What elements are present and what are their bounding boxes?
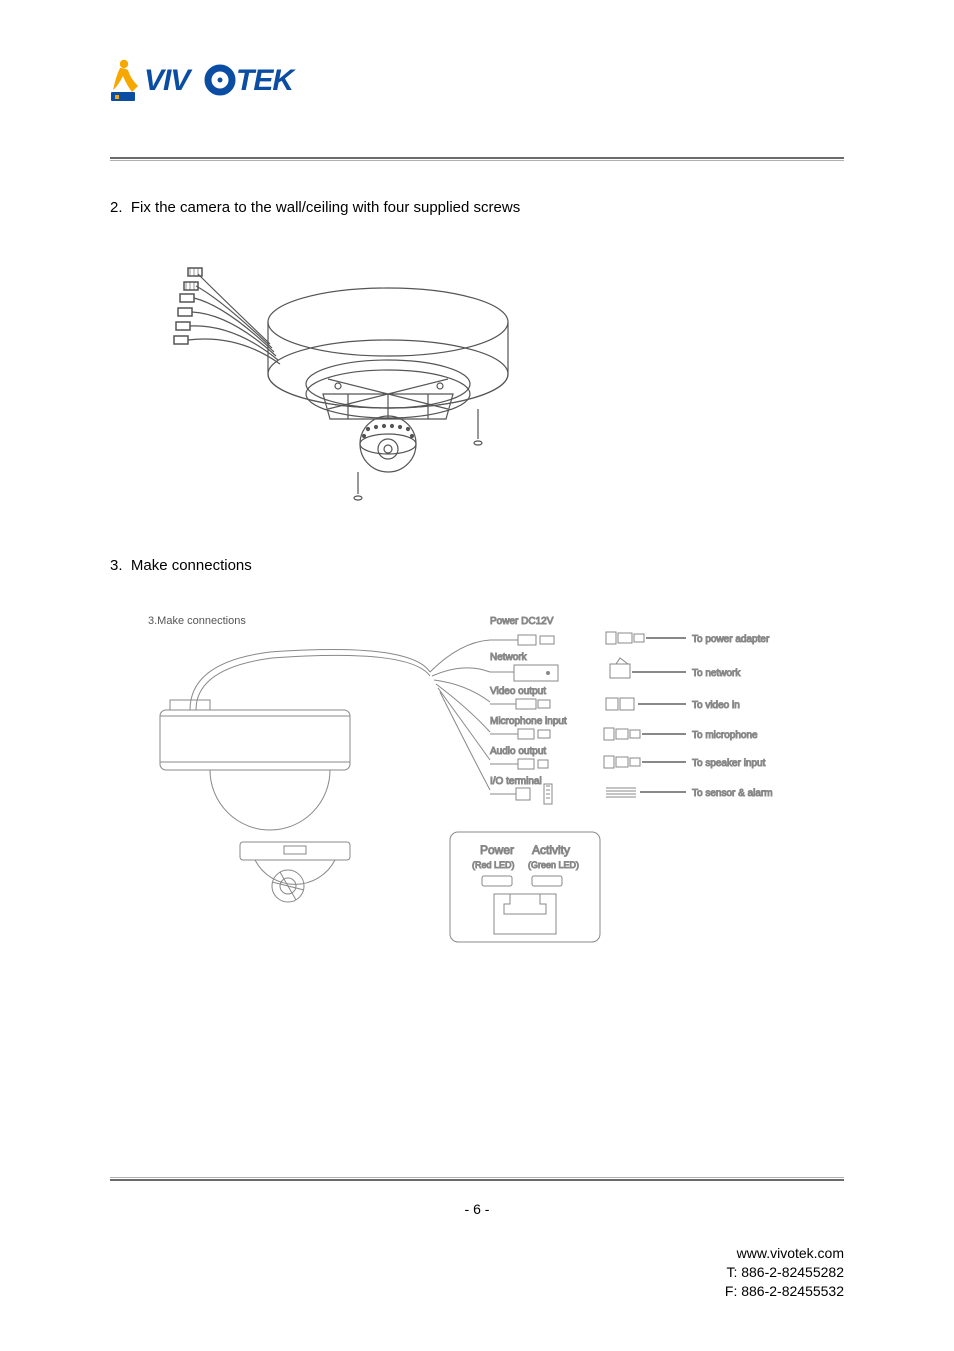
figure-connections: 3.Make connections xyxy=(120,602,844,977)
footer-fax: F: 886-2-82455532 xyxy=(725,1282,844,1301)
diagram-title: 3.Make connections xyxy=(148,615,246,627)
vivotek-logo: VIV TEK xyxy=(110,56,844,109)
svg-text:Microphone input: Microphone input xyxy=(490,716,567,727)
svg-text:Activity: Activity xyxy=(532,843,570,857)
svg-text:To power adapter: To power adapter xyxy=(692,634,770,645)
svg-text:I/O terminal: I/O terminal xyxy=(490,776,542,787)
svg-text:To network: To network xyxy=(692,668,741,679)
step-2-text: 2. Fix the camera to the wall/ceiling wi… xyxy=(110,199,844,216)
svg-text:To speaker input: To speaker input xyxy=(692,758,766,769)
page-number: - 6 - xyxy=(0,1201,954,1217)
svg-text:TEK: TEK xyxy=(236,64,296,97)
svg-text:Audio output: Audio output xyxy=(490,746,546,757)
svg-text:To sensor & alarm: To sensor & alarm xyxy=(692,788,773,799)
svg-text:(Green LED): (Green LED) xyxy=(528,860,579,870)
svg-text:Power DC12V: Power DC12V xyxy=(490,616,554,627)
svg-text:To video in: To video in xyxy=(692,700,740,711)
logo-text: VIV xyxy=(144,64,193,97)
svg-text:Power: Power xyxy=(480,843,514,857)
bottom-divider xyxy=(110,1177,844,1181)
footer-url: www.vivotek.com xyxy=(725,1244,844,1263)
top-divider xyxy=(110,157,844,161)
svg-text:Video output: Video output xyxy=(490,686,546,697)
step-2-number: 2. xyxy=(110,199,123,216)
svg-text:(Red LED): (Red LED) xyxy=(472,860,515,870)
svg-text:Network: Network xyxy=(490,652,528,663)
svg-text:To microphone: To microphone xyxy=(692,730,758,741)
footer: www.vivotek.com T: 886-2-82455282 F: 886… xyxy=(725,1244,844,1301)
figure-camera-mount xyxy=(148,244,844,519)
step-3-text: 3. Make connections xyxy=(110,557,844,574)
step-3-number: 3. xyxy=(110,557,123,574)
footer-tel: T: 886-2-82455282 xyxy=(725,1263,844,1282)
